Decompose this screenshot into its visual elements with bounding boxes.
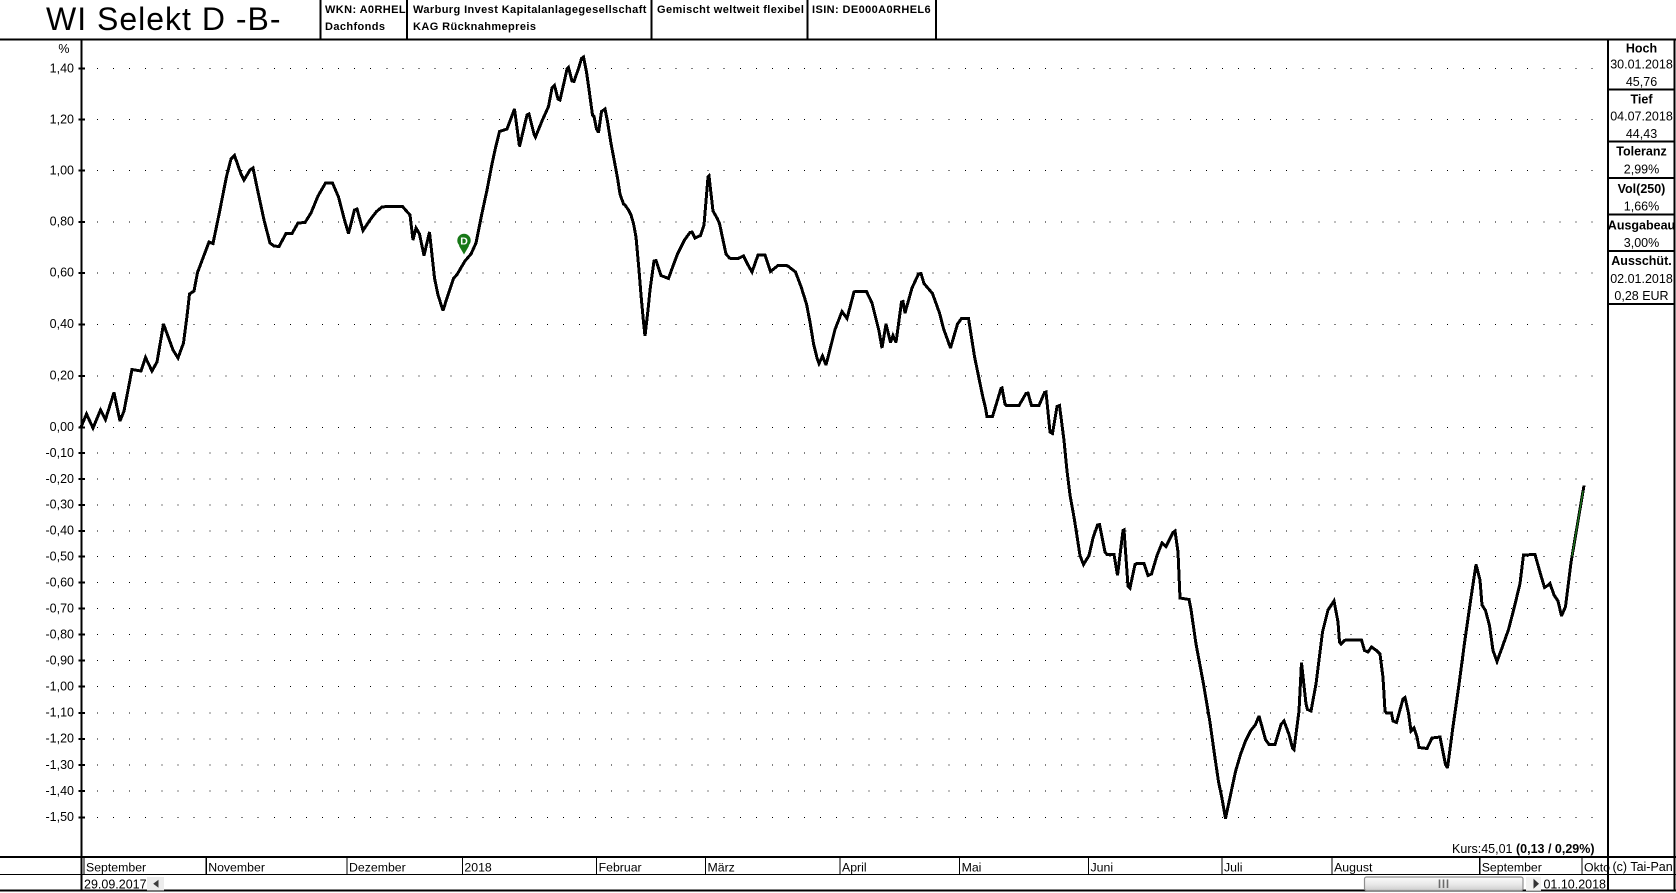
svg-text:-1,20: -1,20: [46, 732, 75, 746]
svg-text:August: August: [1334, 861, 1373, 875]
svg-text:45,76: 45,76: [1626, 75, 1657, 89]
svg-text:30.01.2018: 30.01.2018: [1610, 58, 1673, 72]
svg-text:-0,90: -0,90: [46, 653, 75, 667]
svg-text:-0,30: -0,30: [46, 498, 75, 512]
svg-text:Hoch: Hoch: [1626, 41, 1657, 55]
svg-text:Dachfonds: Dachfonds: [325, 21, 385, 33]
svg-text:-0,80: -0,80: [46, 627, 75, 641]
svg-text:Tief: Tief: [1631, 92, 1654, 106]
svg-text:1,20: 1,20: [50, 112, 74, 126]
svg-text:-0,10: -0,10: [46, 446, 75, 460]
svg-text:-0,40: -0,40: [46, 524, 75, 538]
svg-text:1,00: 1,00: [50, 163, 74, 177]
svg-text:November: November: [208, 861, 265, 875]
svg-text:ISIN: DE000A0RHEL6: ISIN: DE000A0RHEL6: [812, 4, 931, 16]
svg-text:April: April: [842, 861, 867, 875]
svg-text:Juni: Juni: [1091, 861, 1114, 875]
svg-text:1,40: 1,40: [50, 61, 74, 75]
svg-text:2018: 2018: [464, 861, 492, 875]
svg-text:(c) Tai-Pan: (c) Tai-Pan: [1613, 860, 1673, 874]
svg-text:0,00: 0,00: [50, 420, 74, 434]
svg-text:Kurs:45,01 (0,13 / 0,29%): Kurs:45,01 (0,13 / 0,29%): [1452, 842, 1594, 856]
svg-text:01.10.2018: 01.10.2018: [1543, 878, 1606, 892]
svg-text:-0,70: -0,70: [46, 601, 75, 615]
svg-text:D: D: [460, 236, 468, 248]
svg-text:Mai: Mai: [962, 861, 982, 875]
svg-text:Okto: Okto: [1584, 861, 1610, 875]
svg-text:-1,50: -1,50: [46, 810, 75, 824]
svg-text:1,66%: 1,66%: [1624, 200, 1659, 214]
svg-text:September: September: [1482, 861, 1542, 875]
svg-text:04.07.2018: 04.07.2018: [1610, 110, 1673, 124]
svg-text:Vol(250): Vol(250): [1618, 182, 1666, 196]
svg-text:Ausschüt.: Ausschüt.: [1611, 254, 1671, 268]
svg-text:-0,60: -0,60: [46, 575, 75, 589]
svg-text:0,60: 0,60: [50, 266, 74, 280]
svg-text:44,43: 44,43: [1626, 127, 1657, 141]
svg-text:0,20: 0,20: [50, 369, 74, 383]
svg-text:Warburg Invest Kapitalanlagege: Warburg Invest Kapitalanlagegesellschaft: [413, 4, 647, 16]
svg-text:2,99%: 2,99%: [1624, 163, 1659, 177]
svg-text:-1,00: -1,00: [46, 679, 75, 693]
svg-text:02.01.2018: 02.01.2018: [1610, 272, 1673, 286]
svg-text:-1,10: -1,10: [46, 706, 75, 720]
svg-text:0,40: 0,40: [50, 317, 74, 331]
svg-text:-1,40: -1,40: [46, 784, 75, 798]
svg-text:%: %: [58, 42, 69, 56]
svg-text:Gemischt weltweit flexibel: Gemischt weltweit flexibel: [657, 4, 804, 16]
svg-text:Ausgabeau: Ausgabeau: [1608, 218, 1675, 232]
svg-text:-0,20: -0,20: [46, 472, 75, 486]
svg-text:Dezember: Dezember: [349, 861, 406, 875]
svg-text:Februar: Februar: [599, 861, 642, 875]
svg-text:WKN: A0RHEL: WKN: A0RHEL: [325, 4, 406, 16]
svg-text:-1,30: -1,30: [46, 758, 75, 772]
svg-text:Toleranz: Toleranz: [1616, 144, 1666, 158]
svg-text:3,00%: 3,00%: [1624, 236, 1659, 250]
svg-text:0,28 EUR: 0,28 EUR: [1614, 289, 1668, 303]
svg-text:KAG Rücknahmepreis: KAG Rücknahmepreis: [413, 21, 536, 33]
svg-text:März: März: [708, 861, 735, 875]
svg-text:0,80: 0,80: [50, 215, 74, 229]
svg-text:-0,50: -0,50: [46, 549, 75, 563]
svg-text:Juli: Juli: [1224, 861, 1242, 875]
svg-text:September: September: [86, 861, 146, 875]
svg-text:29.09.2017: 29.09.2017: [84, 878, 147, 892]
svg-text:WI Selekt D -B-: WI Selekt D -B-: [46, 1, 281, 37]
